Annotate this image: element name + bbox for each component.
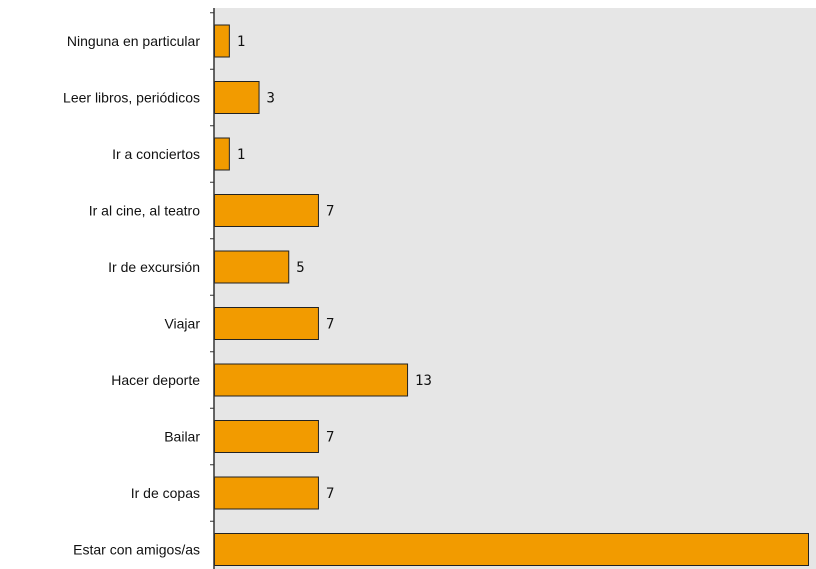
value-label: 1 [237,147,245,163]
category-label: Bailar [164,429,200,445]
category-label: Estar con amigos/as [73,542,200,558]
category-label: Viajar [164,316,200,332]
category-label: Ir de excursión [108,259,200,275]
value-label: 13 [415,373,432,389]
category-label: Ir al cine, al teatro [89,203,200,219]
category-label: Ninguna en particular [67,33,200,49]
bars-layer [214,24,809,566]
category-label: Ir de copas [131,485,200,501]
bar-2 [214,137,230,171]
bar-4 [214,250,290,284]
value-label: 7 [326,317,334,333]
value-label: 3 [267,91,275,107]
category-label: Ir a conciertos [112,146,200,162]
bar-6 [214,363,409,397]
category-label: Hacer deporte [111,372,200,388]
bar-8 [214,476,319,510]
bar-9 [214,533,809,566]
value-label: 5 [296,260,304,276]
labels-layer: Ninguna en particular 1 Leer libros, perió… [63,33,432,558]
plot-area [214,8,816,569]
bar-0 [214,24,230,58]
y-axis [210,8,215,569]
bar-3 [214,194,319,227]
bar-7 [214,420,319,453]
bar-5 [214,307,319,340]
bar-1 [214,81,260,114]
value-label: 7 [326,430,334,446]
value-label: 7 [326,486,334,502]
value-label: 1 [237,34,245,50]
category-label: Leer libros, periódicos [63,90,200,106]
value-label: 7 [326,204,334,220]
